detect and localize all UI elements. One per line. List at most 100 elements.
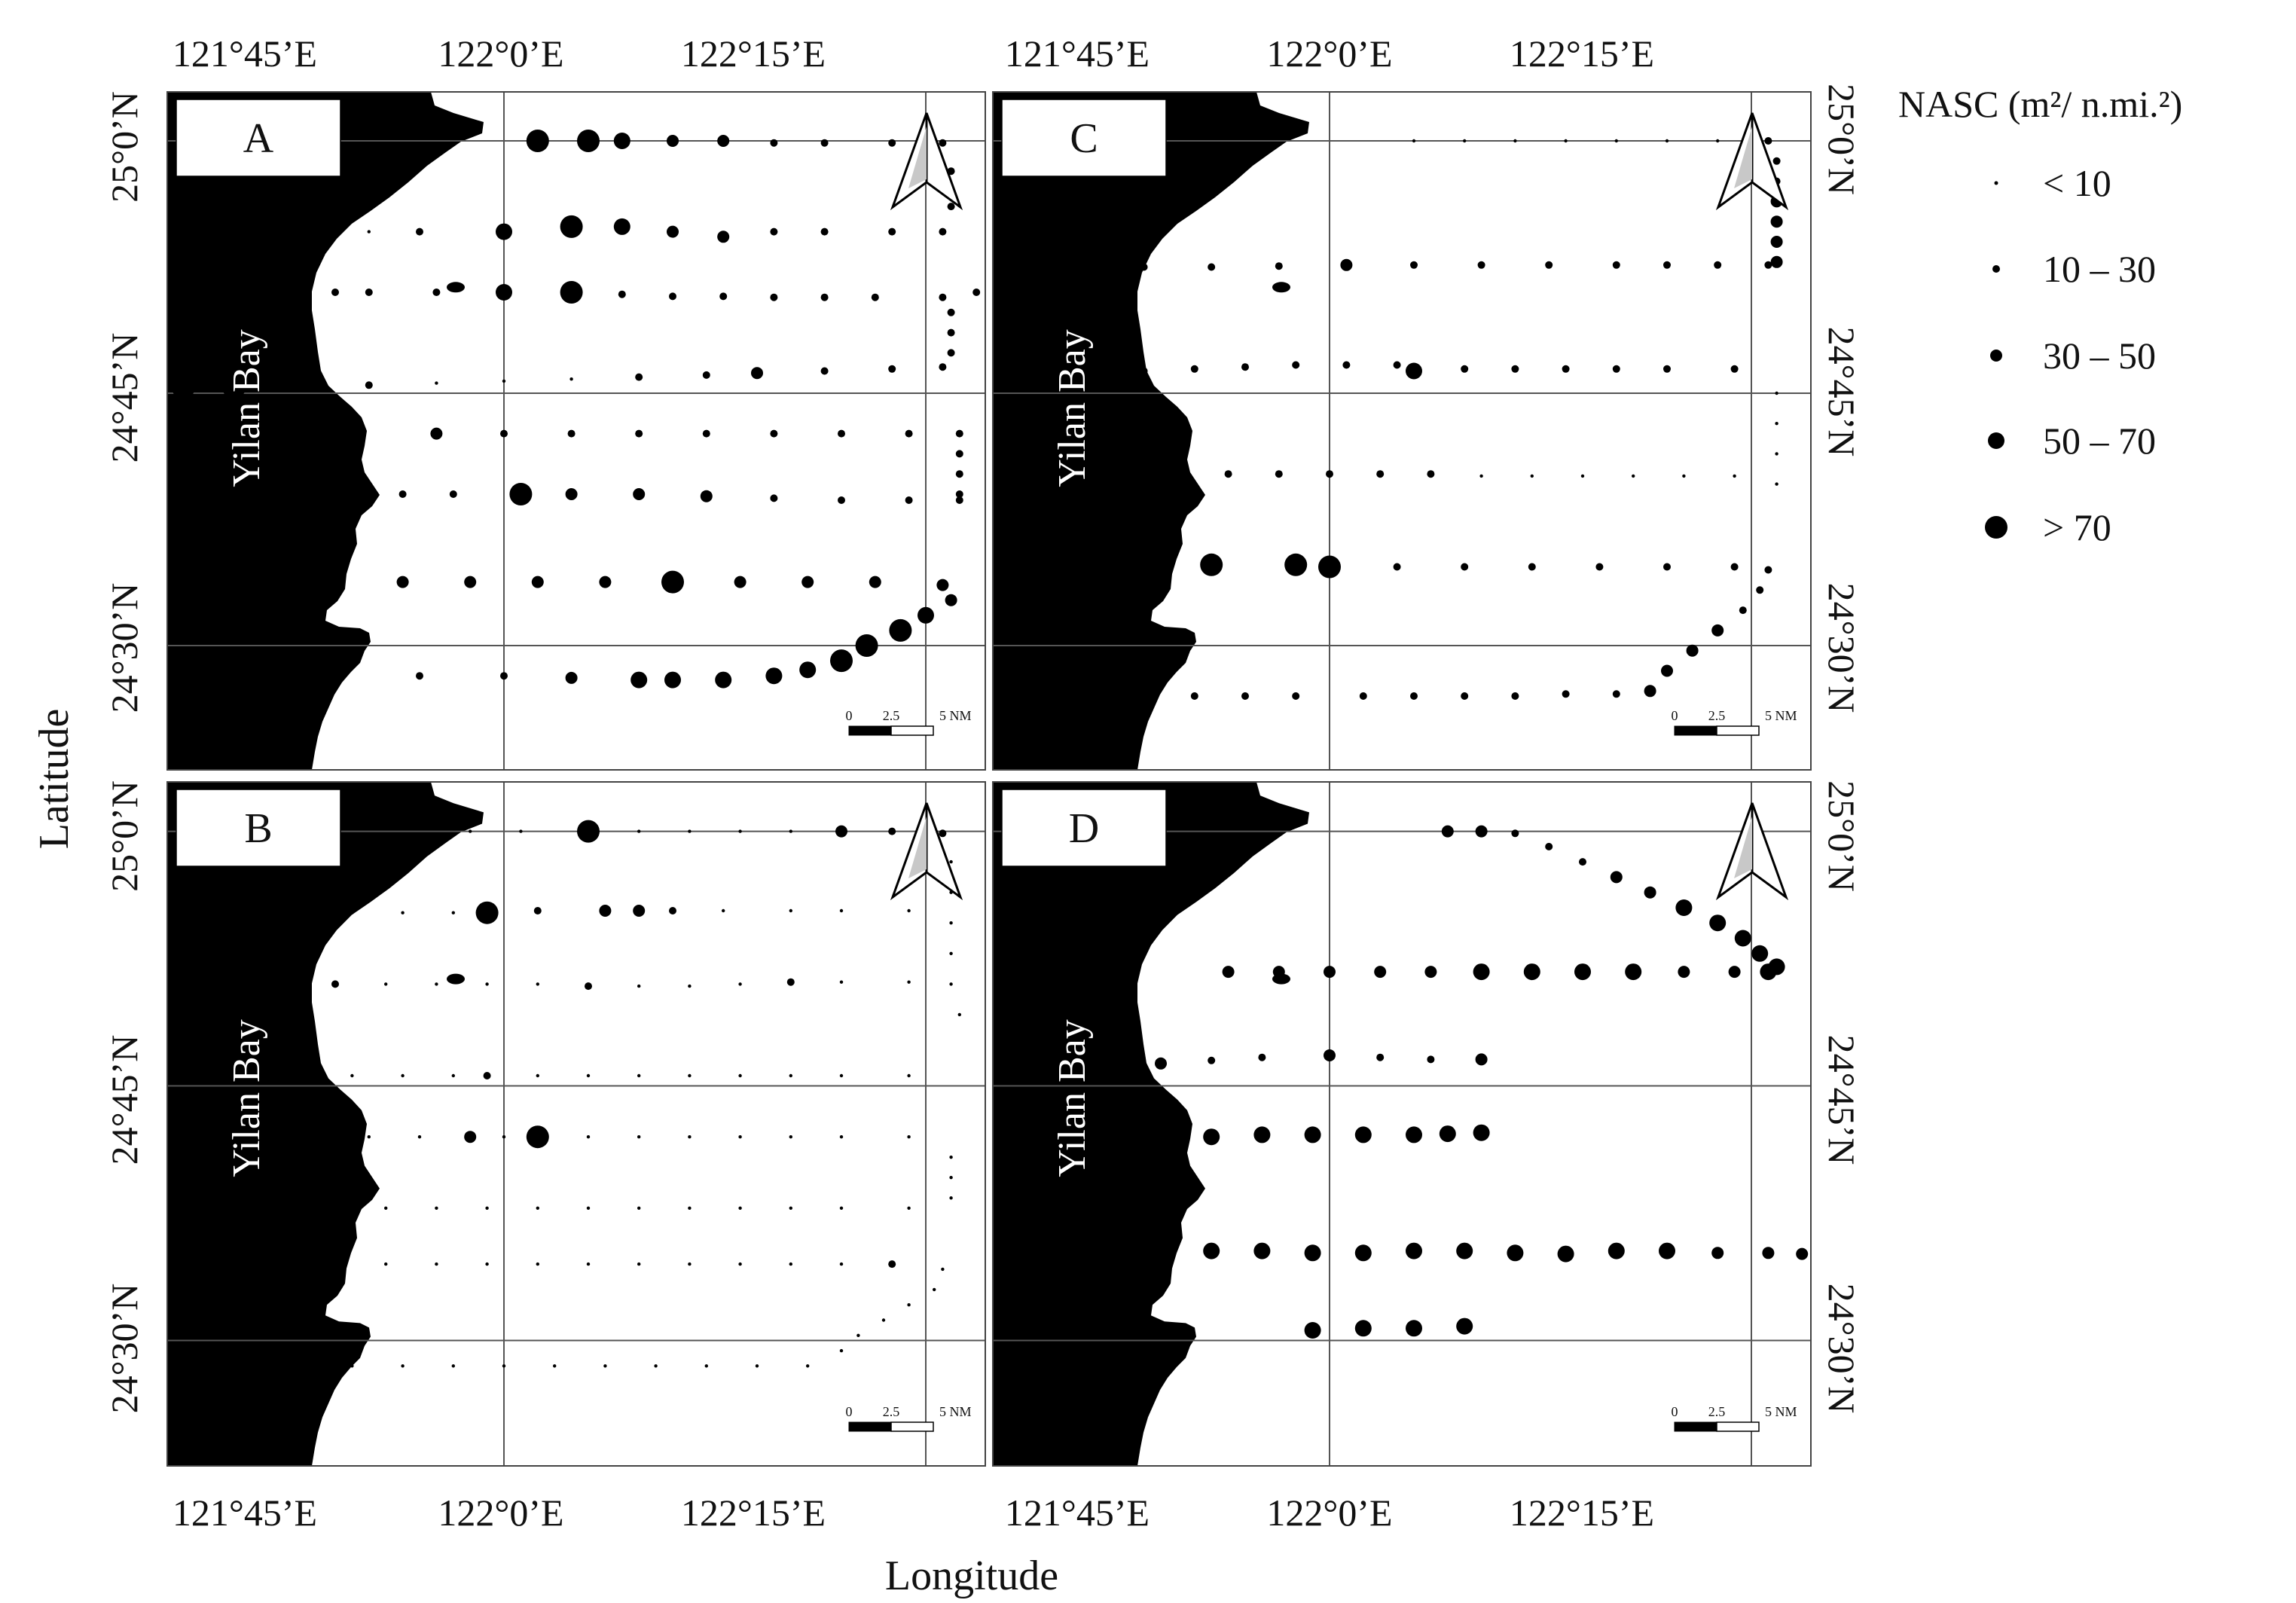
nasc-point [637, 1206, 641, 1211]
nasc-point [526, 1125, 549, 1149]
right-lat-tick-top-3: 24°30’N [1821, 583, 1863, 713]
nasc-point [1253, 1126, 1271, 1143]
nasc-point [396, 576, 409, 588]
nasc-point [888, 227, 896, 236]
nasc-point [637, 1262, 641, 1266]
top-lon-tick-right-3: 122°15’E [1510, 32, 1654, 75]
nasc-point [1439, 1125, 1456, 1143]
nasc-point [1354, 1244, 1372, 1262]
nasc-point [384, 1206, 388, 1211]
nasc-point [941, 1267, 945, 1272]
nasc-point [577, 820, 600, 843]
nasc-point [637, 1073, 641, 1078]
nasc-point [955, 429, 963, 438]
panel-frame [166, 91, 986, 771]
nasc-point [500, 429, 508, 438]
nasc-point [232, 1206, 236, 1211]
nasc-point [770, 139, 778, 147]
nasc-point [947, 349, 955, 357]
coastline-land [167, 782, 484, 1466]
legend-marker-30-50 [1990, 350, 2002, 362]
left-lat-tick-top-2: 24°45’N [103, 333, 145, 463]
top-lon-tick-right-2: 122°0’E [1266, 32, 1392, 75]
nasc-point [1406, 1242, 1422, 1260]
nasc-point [416, 672, 423, 680]
nasc-point [949, 860, 953, 864]
nasc-point [485, 1206, 489, 1211]
nasc-point [945, 594, 957, 606]
nasc-point [949, 1156, 953, 1159]
panel-letter: A [243, 115, 274, 162]
nasc-point [839, 1262, 844, 1266]
nasc-point [1359, 692, 1367, 700]
nasc-point [401, 1364, 405, 1368]
island [447, 973, 465, 985]
nasc-point [464, 1131, 477, 1143]
nasc-point [1614, 139, 1618, 143]
legend-label-lt10: < 10 [2043, 162, 2111, 204]
nasc-point [1610, 871, 1623, 884]
nasc-point [637, 1135, 641, 1139]
legend-label-10-30: 10 – 30 [2043, 248, 2156, 290]
bay-label: Yilan Bay [225, 329, 268, 487]
nasc-point [333, 1262, 337, 1266]
nasc-point [1644, 685, 1656, 698]
nasc-point [637, 829, 641, 833]
nasc-point [1324, 966, 1336, 979]
nasc-point [586, 1073, 591, 1078]
nasc-point [1739, 606, 1747, 615]
nasc-point [1085, 1245, 1102, 1263]
nasc-point [191, 284, 209, 301]
nasc-point [1074, 265, 1079, 269]
nasc-point [1155, 1057, 1167, 1070]
nasc-point [560, 281, 583, 304]
panel-b: B Yilan Bay 0 2.5 5 NM [166, 781, 986, 1467]
nasc-point [949, 921, 953, 925]
nasc-point [1528, 563, 1536, 571]
right-lat-tick-bottom-2: 24°45’N [1821, 1035, 1863, 1165]
coastline-land [993, 92, 1309, 770]
panel-frame [992, 781, 1812, 1467]
nasc-point [198, 982, 202, 986]
nasc-point [1406, 1320, 1422, 1337]
nasc-point [654, 1364, 658, 1368]
nasc-point [384, 1262, 388, 1266]
nasc-point [553, 1364, 557, 1368]
nasc-point [1203, 1128, 1220, 1146]
nasc-point [1579, 858, 1586, 866]
nasc-point [1574, 963, 1591, 981]
nasc-point [496, 284, 512, 301]
nasc-point [1275, 470, 1283, 478]
nasc-point [485, 982, 489, 986]
nasc-point [603, 1364, 607, 1368]
nasc-point [1562, 690, 1570, 698]
nasc-point [957, 1012, 962, 1017]
nasc-point [533, 907, 542, 914]
nasc-point [1682, 474, 1686, 478]
nasc-point [1557, 1245, 1574, 1263]
nasc-point [266, 1135, 270, 1139]
legend-marker-gt70 [1985, 516, 2007, 539]
nasc-point [401, 911, 405, 914]
nasc-point [1764, 137, 1772, 145]
nasc-point [278, 1201, 291, 1214]
nasc-point [1292, 361, 1300, 369]
nasc-point [1123, 470, 1131, 478]
nasc-point [560, 215, 583, 238]
nasc-point [536, 1206, 539, 1211]
nasc-point [432, 289, 441, 296]
panel-letter-box [1001, 99, 1167, 177]
nasc-point [907, 908, 911, 913]
nasc-point [1284, 553, 1308, 576]
nasc-point [430, 427, 443, 440]
nasc-point [1475, 1053, 1488, 1066]
legend: NASC (m²/ n.mi.²) < 10 10 – 30 30 – 50 5… [1898, 83, 2182, 548]
nasc-point [435, 381, 438, 385]
nasc-point [907, 1135, 911, 1139]
nasc-point [806, 1364, 810, 1368]
panel-letter-box [176, 789, 341, 867]
nasc-point [905, 496, 913, 504]
nasc-point [502, 1135, 506, 1139]
nasc-point [1665, 139, 1669, 143]
scale-bar: 0 2.5 5 NM [846, 1404, 972, 1432]
